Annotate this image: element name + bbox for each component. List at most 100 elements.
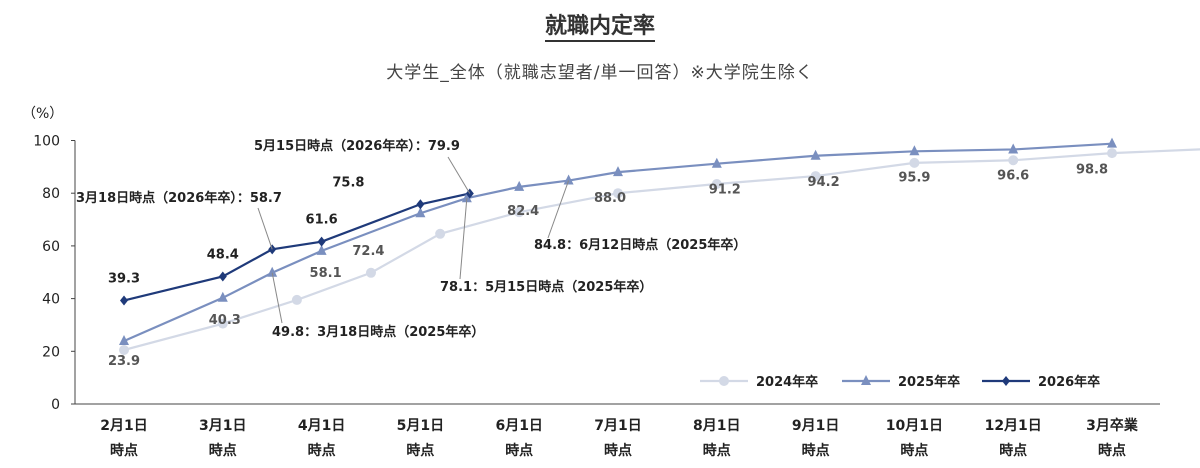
- point-marker: [711, 178, 722, 189]
- chart-title-text: 就職内定率: [544, 14, 655, 42]
- x-tick-label-line2: 時点: [999, 442, 1027, 459]
- series-line: [123, 192, 471, 302]
- annotation-leader: [271, 272, 283, 324]
- x-tick-label: 10月1日: [886, 418, 943, 434]
- point-marker: [810, 149, 821, 160]
- x-tick-label-line2: 時点: [900, 442, 928, 459]
- data-label: 39.3: [108, 271, 140, 286]
- data-label: 94.2: [808, 175, 840, 190]
- x-tick-label: 3月1日: [199, 418, 246, 434]
- y-axis-label: （%）: [22, 106, 63, 122]
- legend: 2024年卒 2025年卒 2026年卒: [700, 374, 1100, 390]
- y-tick-label: 60: [42, 239, 60, 255]
- x-tick-label: 4月1日: [298, 418, 345, 434]
- annotation-label: 49.8：3月18日時点（2025年卒）: [272, 324, 484, 340]
- series-line: [123, 142, 1113, 343]
- y-tick-label: 40: [42, 292, 60, 308]
- legend-label: 2024年卒: [756, 374, 818, 390]
- point-marker: [316, 244, 327, 255]
- point-marker: [119, 335, 129, 346]
- x-tick-label-line2: 時点: [1098, 442, 1126, 459]
- annotation-leader: [257, 207, 273, 250]
- data-label: 88.0: [594, 191, 626, 206]
- y-tick-label: 0: [51, 397, 60, 413]
- chart-title: 就職内定率: [0, 8, 1200, 42]
- point-marker: [1002, 376, 1010, 386]
- x-tick-label-line2: 時点: [406, 442, 434, 459]
- point-marker: [613, 166, 623, 177]
- point-marker: [119, 344, 129, 355]
- data-label: 91.2: [709, 183, 741, 198]
- point-marker: [810, 171, 821, 182]
- annotation-leader: [547, 180, 570, 239]
- data-labels: 39.3 48.4 61.6 75.8 23.9 40.3 58.1 72.4 82.4 88.0…: [76, 138, 1108, 369]
- x-tick-label: 2月1日: [100, 418, 147, 434]
- data-label: 82.4: [507, 204, 539, 219]
- point-marker: [416, 199, 425, 210]
- point-marker: [909, 145, 920, 156]
- point-marker: [1107, 137, 1117, 148]
- x-tick-label-line2: 時点: [308, 442, 336, 459]
- annotation-label: 5月15日時点（2026年卒）：79.9: [254, 138, 460, 154]
- chart-subtitle: 大学生_全体（就職志望者/単一回答）※大学院生除く: [386, 63, 814, 83]
- data-label: 75.8: [332, 175, 364, 190]
- y-tick-label: 100: [33, 134, 60, 150]
- legend-label: 2025年卒: [898, 374, 960, 390]
- point-marker: [267, 266, 278, 277]
- point-marker: [366, 267, 376, 278]
- point-marker: [514, 180, 525, 191]
- annotation-label: 84.8：6月12日時点（2025年卒）: [534, 237, 746, 253]
- point-marker: [217, 291, 228, 302]
- point-marker: [563, 174, 574, 185]
- annotation-label: 78.1：5月15日時点（2025年卒）: [440, 279, 652, 295]
- x-tick-label: 12月1日: [985, 418, 1042, 434]
- point-marker: [435, 228, 446, 239]
- point-marker: [1008, 155, 1019, 166]
- y-tick-label: 80: [42, 186, 60, 202]
- x-tick-label: 5月1日: [397, 418, 444, 434]
- point-marker: [1107, 148, 1117, 159]
- y-tick-label: 20: [42, 344, 60, 360]
- point-marker: [415, 207, 426, 218]
- x-tick-label: 3月卒業: [1086, 417, 1139, 434]
- data-label: 98.8: [1076, 163, 1108, 178]
- data-label: 40.3: [209, 313, 241, 328]
- point-marker: [217, 318, 228, 329]
- x-tick-label-line2: 時点: [802, 442, 830, 459]
- point-marker: [514, 207, 525, 218]
- data-label: 95.9: [898, 170, 930, 185]
- data-label: 58.1: [310, 266, 342, 281]
- data-label: 72.4: [352, 244, 384, 259]
- point-marker: [120, 295, 128, 306]
- data-label: 23.9: [108, 354, 140, 369]
- x-tick-label-line2: 時点: [604, 442, 632, 459]
- x-tick-label-line2: 時点: [110, 442, 138, 459]
- annotation-leader: [447, 156, 471, 194]
- annotation-label: 3月18日時点（2026年卒）：58.7: [76, 190, 282, 206]
- point-marker: [909, 157, 920, 168]
- x-tick-label-line2: 時点: [505, 442, 533, 459]
- data-label: 96.6: [997, 168, 1029, 183]
- x-tick-label: 9月1日: [792, 418, 839, 434]
- point-marker: [719, 376, 729, 386]
- x-tick-label: 8月1日: [693, 418, 740, 434]
- x-tick-label-line2: 時点: [209, 442, 237, 459]
- data-label: 48.4: [207, 247, 239, 262]
- point-marker: [861, 375, 871, 385]
- point-marker: [1008, 143, 1019, 154]
- series-markers: [119, 137, 1117, 355]
- annotation-leader: [459, 198, 468, 280]
- point-marker: [461, 192, 472, 203]
- x-tick-label-line2: 時点: [703, 442, 731, 459]
- legend-label: 2026年卒: [1038, 374, 1100, 390]
- point-marker: [218, 271, 227, 282]
- x-tick-label: 6月1日: [495, 418, 542, 434]
- x-tick-label: 7月1日: [594, 418, 641, 434]
- point-marker: [291, 294, 302, 305]
- data-label: 61.6: [306, 213, 338, 228]
- point-marker: [613, 188, 623, 199]
- point-marker: [711, 157, 722, 168]
- point-marker: [317, 236, 326, 247]
